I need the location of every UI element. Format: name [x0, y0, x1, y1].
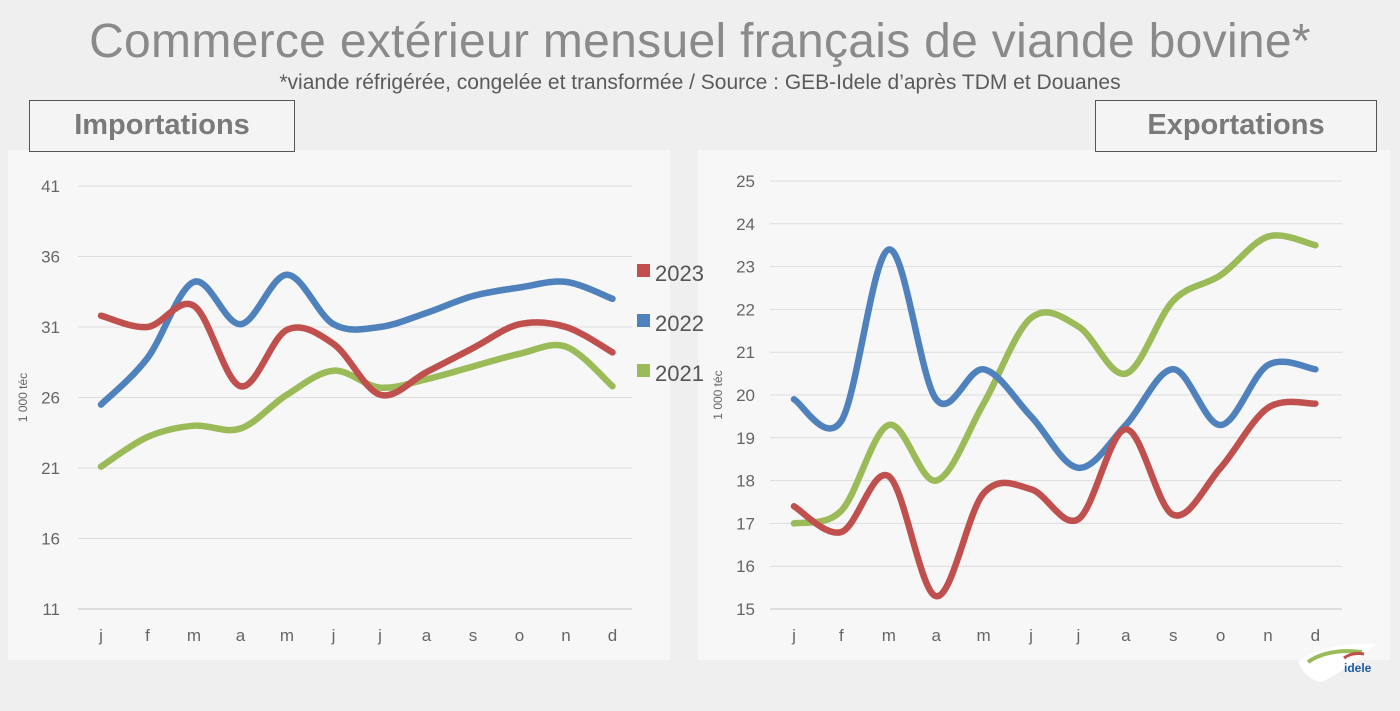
importations-series-2023-line: [97, 300, 616, 399]
importations-chart: 11 16 21 26 31 36 41 j f m a m j j a s o n d 1 000 téc 2023 2…: [16, 177, 704, 645]
exportations-y-axis-title: 1 000 téc: [711, 370, 725, 419]
importations-x-tick-label: j: [331, 626, 336, 645]
exportations-x-tick-label: n: [1263, 626, 1272, 645]
importations-chart-background: [8, 150, 670, 660]
exportations-y-tick-label: 24: [736, 215, 755, 234]
exportations-y-tick-label: 20: [736, 386, 755, 405]
exportations-y-tick-label: 21: [736, 343, 755, 362]
exportations-x-tick-label: s: [1169, 626, 1178, 645]
logo-text: idele: [1344, 661, 1372, 675]
importations-x-tick-label: m: [280, 626, 294, 645]
exportations-x-tick-label: j: [1028, 626, 1033, 645]
importations-x-tick-label: f: [145, 626, 150, 645]
exportations-x-tick-label: m: [977, 626, 991, 645]
exportations-y-tick-label: 16: [736, 557, 755, 576]
exportations-x-tick-label: a: [931, 626, 941, 645]
exportations-y-tick-label: 22: [736, 300, 755, 319]
exportations-x-tick-label: a: [1121, 626, 1131, 645]
legend-swatch-2021: [637, 364, 650, 377]
legend-swatch-2022: [637, 314, 650, 327]
exportations-series-2022-line: [790, 246, 1319, 472]
exportations-series-2021-line: [790, 232, 1319, 527]
exportations-x-tick-label: m: [882, 626, 896, 645]
importations-y-tick-label: 16: [41, 530, 60, 549]
importations-x-tick-label: s: [469, 626, 478, 645]
importations-series-2021-line: [97, 341, 616, 470]
exportations-y-tick-label: 23: [736, 258, 755, 277]
idele-logo: idele: [1298, 643, 1376, 682]
logo-swoosh-red: [1343, 652, 1365, 660]
exportations-x-tick-label: o: [1216, 626, 1225, 645]
legend-swatch-2023: [637, 264, 650, 277]
importations-title: Importations: [29, 100, 295, 152]
importations-y-tick-label: 41: [41, 177, 60, 196]
exportations-x-tick-label: f: [839, 626, 844, 645]
legend-label-2023: 2023: [655, 261, 704, 286]
importations-y-tick-label: 36: [41, 248, 60, 267]
importations-x-tick-label: j: [98, 626, 103, 645]
logo-swoosh-green: [1306, 649, 1363, 664]
importations-x-tick-label: o: [515, 626, 524, 645]
exportations-y-tick-label: 15: [736, 600, 755, 619]
importations-x-tick-label: d: [608, 626, 617, 645]
exportations-y-tick-label: 25: [736, 172, 755, 191]
exportations-x-tick-label: d: [1311, 626, 1320, 645]
importations-x-tick-label: m: [187, 626, 201, 645]
exportations-title: Exportations: [1095, 100, 1377, 152]
exportations-y-tick-label: 18: [736, 472, 755, 491]
exportations-x-tick-label: j: [791, 626, 796, 645]
page-title: Commerce extérieur mensuel français de v…: [89, 15, 1311, 68]
page-subtitle: *viande réfrigérée, congelée et transfor…: [279, 71, 1121, 94]
importations-y-tick-label: 26: [41, 389, 60, 408]
legend-label-2022: 2022: [655, 311, 704, 336]
importations-y-tick-label: 21: [41, 459, 60, 478]
importations-x-tick-label: n: [561, 626, 570, 645]
importations-x-tick-label: a: [422, 626, 432, 645]
exportations-y-tick-label: 17: [736, 514, 755, 533]
legend-label-2021: 2021: [655, 361, 704, 386]
importations-series-2022-line: [97, 271, 616, 408]
importations-y-axis-title: 1 000 téc: [16, 373, 30, 422]
exportations-chart: 15 16 17 18 19 20 21 22 23 24 25 j f m a m j j a s o n d 1 000 …: [711, 172, 1342, 645]
importations-y-tick-label: 31: [41, 318, 60, 337]
exportations-x-tick-label: j: [1076, 626, 1081, 645]
exportations-series-2023-line: [790, 398, 1319, 600]
importations-y-tick-label: 11: [42, 600, 60, 619]
exportations-y-tick-label: 19: [736, 429, 755, 448]
importations-x-tick-label: j: [377, 626, 382, 645]
importations-x-tick-label: a: [236, 626, 246, 645]
